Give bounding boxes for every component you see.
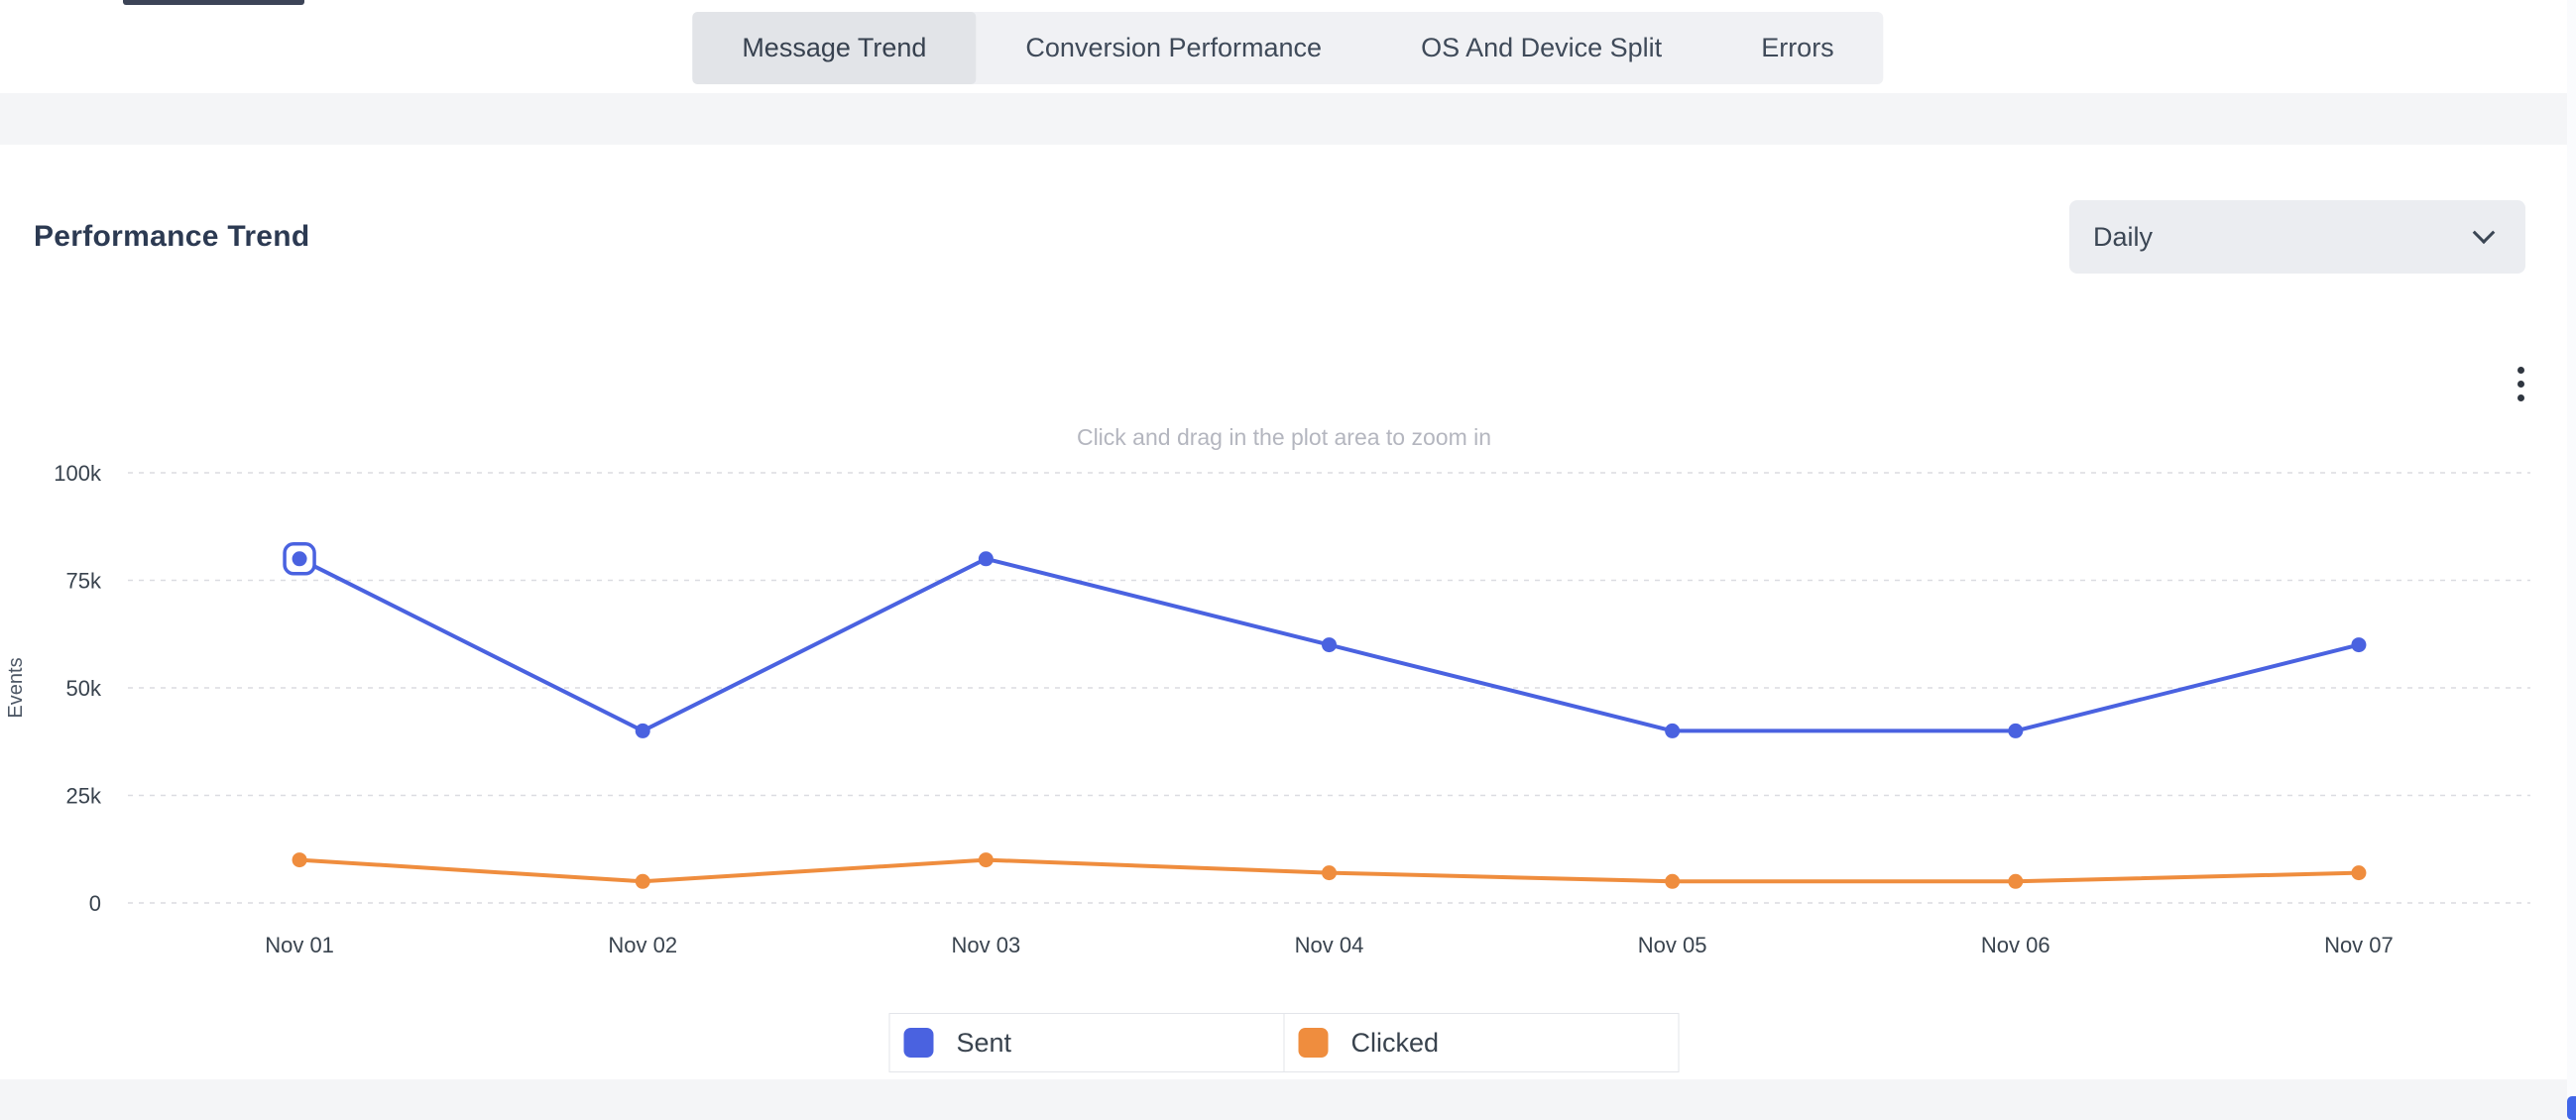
tab-message-trend[interactable]: Message Trend <box>692 12 977 84</box>
svg-text:100k: 100k <box>54 461 102 486</box>
scrollbar-thumb[interactable] <box>2567 1096 2576 1120</box>
svg-text:Nov 05: Nov 05 <box>1638 933 1707 957</box>
tab-conversion-performance[interactable]: Conversion Performance <box>1025 33 1323 62</box>
svg-text:Events: Events <box>5 657 27 718</box>
svg-text:0: 0 <box>89 891 101 916</box>
tab-os-and-device-split[interactable]: OS And Device Split <box>1421 33 1663 62</box>
chart-context-menu-button[interactable] <box>2514 363 2528 405</box>
card-title: Performance Trend <box>34 220 310 253</box>
performance-trend-chart[interactable]: 0 25k 50k 75k 100k Nov 01 Nov 02 Nov 03 Nov 04 No… <box>0 145 2568 1079</box>
svg-text:Nov 06: Nov 06 <box>1981 933 2050 957</box>
card-header: Performance Trend Daily <box>0 145 2568 274</box>
active-nav-underline <box>123 0 304 5</box>
chart-legend: Sent Clicked <box>888 1013 1680 1072</box>
chart-tabs: Message Trend Conversion Performance OS … <box>692 12 1884 84</box>
clicked-series-label: Clicked <box>1350 1027 1440 1058</box>
svg-text:Nov 04: Nov 04 <box>1295 933 1364 957</box>
granularity-dropdown-value: Daily <box>2093 221 2154 252</box>
svg-text:Nov 03: Nov 03 <box>951 933 1020 957</box>
kebab-dot <box>2517 394 2524 401</box>
performance-trend-card: Performance Trend Daily Click and drag i… <box>0 145 2568 1079</box>
svg-text:75k: 75k <box>66 569 102 594</box>
kebab-dot <box>2517 367 2524 374</box>
legend-item-sent[interactable]: Sent <box>888 1013 1285 1072</box>
svg-text:50k: 50k <box>66 676 102 701</box>
sent-series-swatch <box>903 1028 934 1058</box>
svg-text:25k: 25k <box>66 784 102 809</box>
granularity-dropdown[interactable]: Daily <box>2069 200 2525 274</box>
svg-text:Nov 02: Nov 02 <box>608 933 677 957</box>
sent-series-label: Sent <box>956 1027 1012 1058</box>
svg-text:Nov 07: Nov 07 <box>2324 933 2394 957</box>
scrollbar-track[interactable] <box>2567 0 2576 1120</box>
svg-text:Nov 01: Nov 01 <box>265 933 334 957</box>
chart-zoom-hint: Click and drag in the plot area to zoom … <box>1076 424 1492 450</box>
tab-errors[interactable]: Errors <box>1761 33 1834 62</box>
clicked-series-swatch <box>1298 1028 1329 1058</box>
legend-item-clicked[interactable]: Clicked <box>1283 1013 1680 1072</box>
kebab-dot <box>2517 381 2524 388</box>
top-header: Message Trend Conversion Performance OS … <box>0 0 2576 93</box>
